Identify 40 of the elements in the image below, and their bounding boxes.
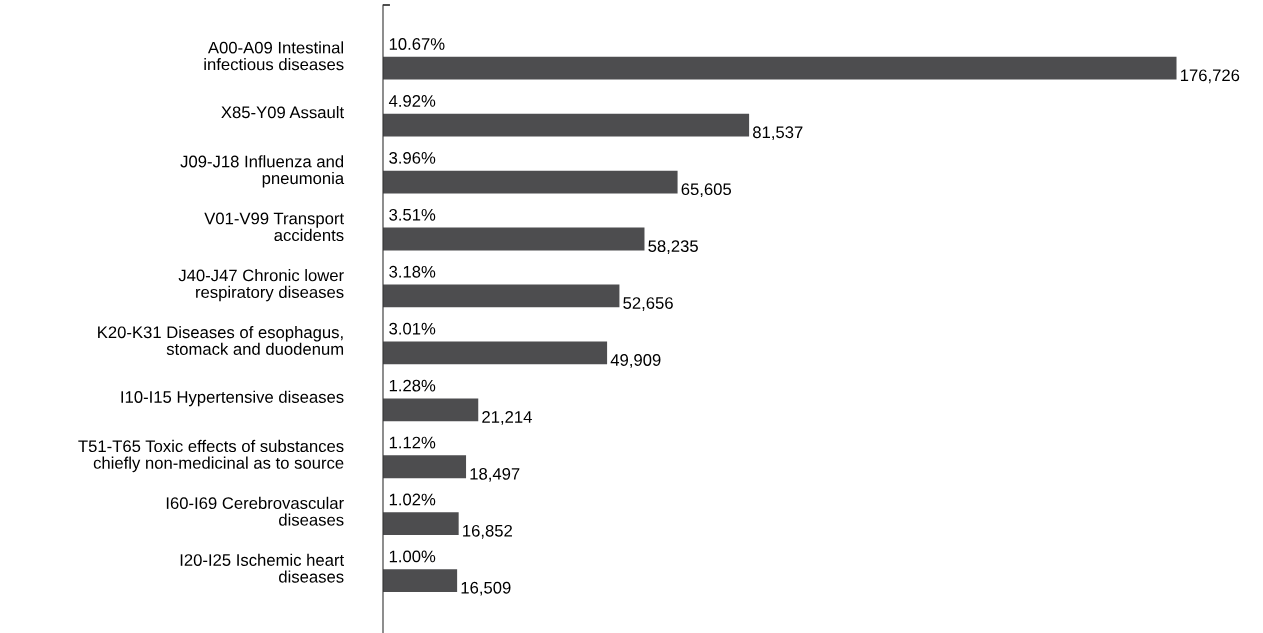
y-tick-label: X85-Y09 Assault [221,106,344,119]
bar [383,170,678,194]
y-tick-label: I60-I69 Cerebrovascular diseases [166,496,344,526]
y-tick-label: I10-I15 Hypertensive diseases [121,390,344,407]
annotation: 10.67% [389,38,445,50]
y-tick-label: V01-V99 Transport accidents [204,212,344,242]
annotation: 1.00% [389,550,436,563]
data-label: 16,852 [463,524,512,539]
bar [383,113,750,137]
bar [383,569,458,593]
y-tick-label: J09-J18 Influenza and pneumonia [180,155,345,188]
data-label: 18,497 [470,467,520,482]
bar [383,398,479,422]
data-label: 58,235 [648,240,698,254]
bar [383,455,467,479]
y-tick-label: A00-A09 Intestinal infectious diseases [204,41,344,71]
data-label: 49,909 [610,354,661,368]
annotation: 1.12% [389,436,436,449]
annotation: 4.92% [388,95,436,107]
annotation: 3.01% [389,322,436,335]
data-label: 21,214 [482,411,532,425]
annotation: 3.96% [389,151,436,164]
annotation: 3.18% [389,265,436,278]
data-label: 176,726 [1180,69,1240,84]
annotation: 1.02% [389,493,436,506]
bar [383,227,645,251]
bar [383,56,1177,80]
bar [383,284,620,308]
y-tick-label: K20-K31 Diseases of esophagus, stomack and duodenum [98,325,344,355]
annotation: 3.51% [389,208,436,221]
annotation: 1.28% [389,379,436,392]
bar [383,512,459,536]
y-tick-label: I20-I25 Ischemic heart diseases [180,553,344,583]
data-label: 52,656 [623,297,673,311]
data-label: 16,509 [461,581,511,596]
y-tick-label: T51-T65 Toxic effects of substances chiefly non-medicinal as to source [78,439,344,473]
data-label: 81,537 [753,126,803,141]
data-label: 65,605 [681,183,732,198]
y-tick-label: J40-J47 Chronic lower respiratory diseases [178,269,344,302]
bar [383,341,608,365]
